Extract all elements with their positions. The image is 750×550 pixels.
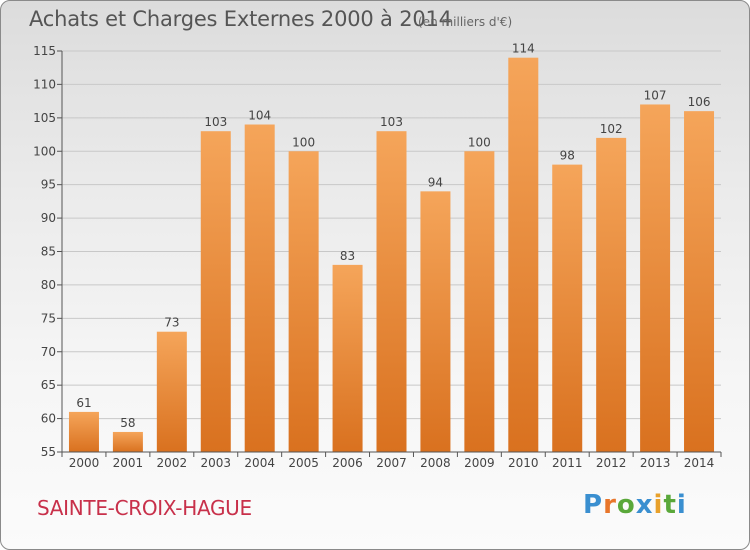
- y-tick-label: 115: [33, 44, 56, 58]
- x-tick-label: 2012: [596, 456, 627, 470]
- x-tick-label: 2009: [464, 456, 495, 470]
- data-label: 114: [512, 42, 535, 56]
- bar: [596, 137, 627, 452]
- x-tick-label: 2010: [508, 456, 539, 470]
- bar: [288, 151, 319, 452]
- data-label: 104: [248, 109, 271, 123]
- x-tick-label: 2001: [113, 456, 144, 470]
- x-tick-label: 2002: [157, 456, 188, 470]
- y-tick-label: 85: [41, 245, 56, 259]
- data-label: 102: [600, 122, 623, 136]
- bar: [464, 151, 495, 452]
- commune-name: SAINTE-CROIX-HAGUE: [37, 496, 252, 520]
- bar: [420, 191, 451, 452]
- x-tick-label: 2014: [684, 456, 715, 470]
- logo-letter: o: [616, 490, 636, 520]
- data-label: 103: [380, 115, 403, 129]
- x-tick-label: 2011: [552, 456, 583, 470]
- y-tick-label: 75: [41, 311, 56, 325]
- chart-subtitle: (en milliers d'€): [418, 15, 513, 29]
- x-tick-label: 2000: [69, 456, 100, 470]
- bar: [200, 131, 231, 452]
- bar: [68, 411, 99, 452]
- x-tick-label: 2008: [420, 456, 451, 470]
- data-label: 103: [204, 115, 227, 129]
- bars: [68, 57, 715, 453]
- data-label: 94: [428, 175, 443, 189]
- labels: 55 60 65 70 75 80 85 90 95 100 105 110 115 61 2000 58 20…: [33, 42, 714, 470]
- x-tick-label: 2007: [376, 456, 407, 470]
- data-label: 83: [340, 249, 355, 263]
- bar: [508, 57, 539, 452]
- y-tick-label: 80: [41, 278, 56, 292]
- chart-title: Achats et Charges Externes 2000 à 2014: [29, 7, 452, 31]
- y-tick-label: 105: [33, 111, 56, 125]
- x-tick-label: 2003: [200, 456, 231, 470]
- bar: [112, 431, 143, 452]
- bar: [552, 164, 583, 452]
- data-label: 100: [292, 135, 315, 149]
- x-tick-label: 2005: [288, 456, 319, 470]
- y-tick-label: 110: [33, 77, 56, 91]
- logo-letter: P: [583, 490, 604, 520]
- axes: [57, 50, 722, 457]
- data-label: 106: [688, 95, 711, 109]
- y-tick-label: 65: [41, 378, 56, 392]
- bar: [376, 131, 407, 452]
- bar: [156, 331, 187, 452]
- x-tick-label: 2006: [332, 456, 363, 470]
- x-tick-label: 2004: [244, 456, 275, 470]
- y-tick-label: 60: [41, 412, 56, 426]
- y-tick-label: 70: [41, 345, 56, 359]
- logo-letter: t: [663, 490, 677, 520]
- y-tick-label: 100: [33, 144, 56, 158]
- proxiti-logo: Proxiti: [583, 490, 687, 520]
- logo-letter: r: [603, 490, 617, 520]
- data-label: 61: [76, 396, 91, 410]
- logo-letter: i: [653, 490, 664, 520]
- x-tick-label: 2013: [640, 456, 671, 470]
- bar: [640, 104, 671, 452]
- y-tick-label: 90: [41, 211, 56, 225]
- logo-letter: x: [635, 490, 654, 520]
- bar: [332, 264, 363, 452]
- data-label: 107: [644, 88, 667, 102]
- y-tick-label: 55: [41, 445, 56, 459]
- bar: [684, 111, 715, 453]
- data-label: 73: [164, 316, 179, 330]
- data-label: 100: [468, 135, 491, 149]
- data-label: 58: [120, 416, 135, 430]
- y-tick-label: 95: [41, 178, 56, 192]
- logo-letter: i: [676, 490, 687, 520]
- data-label: 98: [560, 149, 575, 163]
- bar: [244, 124, 275, 453]
